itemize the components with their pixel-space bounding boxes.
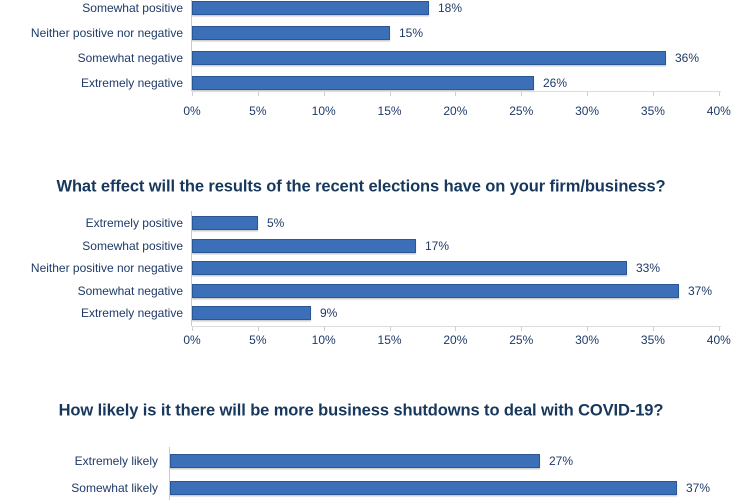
category-label: Extremely likely bbox=[74, 454, 158, 468]
value-label: 27% bbox=[549, 454, 574, 468]
x-tick-mark bbox=[192, 327, 193, 331]
bar bbox=[192, 76, 534, 90]
value-label: 5% bbox=[267, 216, 285, 230]
x-tick-mark bbox=[455, 327, 457, 331]
value-label: 9% bbox=[320, 306, 338, 320]
y-axis-line bbox=[191, 211, 192, 326]
bar bbox=[192, 306, 311, 320]
value-label: 18% bbox=[438, 1, 463, 15]
bar bbox=[192, 261, 627, 275]
x-tick-label: 25% bbox=[509, 333, 534, 347]
x-tick-label: 40% bbox=[706, 333, 731, 347]
x-tick-mark bbox=[587, 92, 589, 96]
x-tick-label: 5% bbox=[249, 333, 267, 347]
x-tick-mark bbox=[257, 92, 259, 96]
x-tick-label: 15% bbox=[377, 104, 402, 118]
x-axis-line bbox=[192, 326, 721, 327]
category-label: Somewhat positive bbox=[82, 1, 183, 15]
category-label: Extremely positive bbox=[85, 216, 183, 230]
x-tick-label: 0% bbox=[183, 333, 201, 347]
x-tick-mark bbox=[652, 327, 654, 331]
chart-title: How likely is it there will be more busi… bbox=[58, 401, 664, 420]
category-label: Extremely negative bbox=[80, 76, 183, 90]
category-label: Somewhat likely bbox=[71, 481, 158, 495]
value-label: 15% bbox=[399, 26, 424, 40]
x-tick-mark bbox=[587, 327, 589, 331]
y-axis-line bbox=[191, 0, 192, 91]
x-tick-label: 35% bbox=[640, 104, 665, 118]
x-tick-label: 35% bbox=[640, 333, 665, 347]
chart-title: What effect will the results of the rece… bbox=[56, 177, 666, 196]
x-tick-mark bbox=[257, 327, 259, 331]
category-label: Somewhat negative bbox=[77, 51, 183, 65]
x-axis-line bbox=[192, 91, 721, 92]
y-axis-line bbox=[169, 447, 170, 500]
x-tick-mark bbox=[718, 92, 720, 96]
x-tick-mark bbox=[455, 92, 457, 96]
category-label: Extremely negative bbox=[80, 306, 183, 320]
x-tick-label: 10% bbox=[311, 104, 336, 118]
category-label: Somewhat negative bbox=[77, 283, 183, 298]
x-tick-mark bbox=[323, 327, 325, 331]
x-tick-mark bbox=[521, 327, 523, 331]
bar bbox=[170, 481, 677, 495]
value-label: 37% bbox=[688, 283, 713, 298]
category-label: Neither positive nor negative bbox=[30, 26, 183, 40]
x-tick-label: 20% bbox=[443, 104, 468, 118]
bar bbox=[192, 216, 258, 230]
x-tick-mark bbox=[192, 92, 193, 96]
x-tick-label: 30% bbox=[575, 104, 600, 118]
x-tick-mark bbox=[389, 92, 391, 96]
category-label: Neither positive nor negative bbox=[30, 261, 183, 275]
value-label: 36% bbox=[675, 51, 700, 65]
x-tick-label: 20% bbox=[443, 333, 468, 347]
x-tick-label: 25% bbox=[509, 104, 534, 118]
x-tick-label: 10% bbox=[311, 333, 336, 347]
value-label: 33% bbox=[636, 261, 661, 275]
x-tick-label: 15% bbox=[377, 333, 402, 347]
x-tick-label: 5% bbox=[249, 104, 267, 118]
x-tick-mark bbox=[718, 327, 720, 331]
bar bbox=[192, 238, 416, 253]
bar bbox=[192, 1, 429, 15]
value-label: 26% bbox=[543, 76, 568, 90]
x-tick-label: 40% bbox=[706, 104, 731, 118]
x-tick-mark bbox=[521, 92, 523, 96]
x-tick-mark bbox=[389, 327, 391, 331]
x-tick-label: 0% bbox=[183, 104, 201, 118]
x-tick-mark bbox=[652, 92, 654, 96]
x-tick-label: 30% bbox=[575, 333, 600, 347]
bar bbox=[192, 51, 666, 65]
category-label: Somewhat positive bbox=[82, 238, 183, 253]
value-label: 37% bbox=[686, 481, 711, 495]
bar bbox=[170, 454, 540, 468]
x-tick-mark bbox=[323, 92, 325, 96]
bar bbox=[192, 26, 390, 40]
value-label: 17% bbox=[425, 238, 450, 253]
bar bbox=[192, 283, 679, 298]
